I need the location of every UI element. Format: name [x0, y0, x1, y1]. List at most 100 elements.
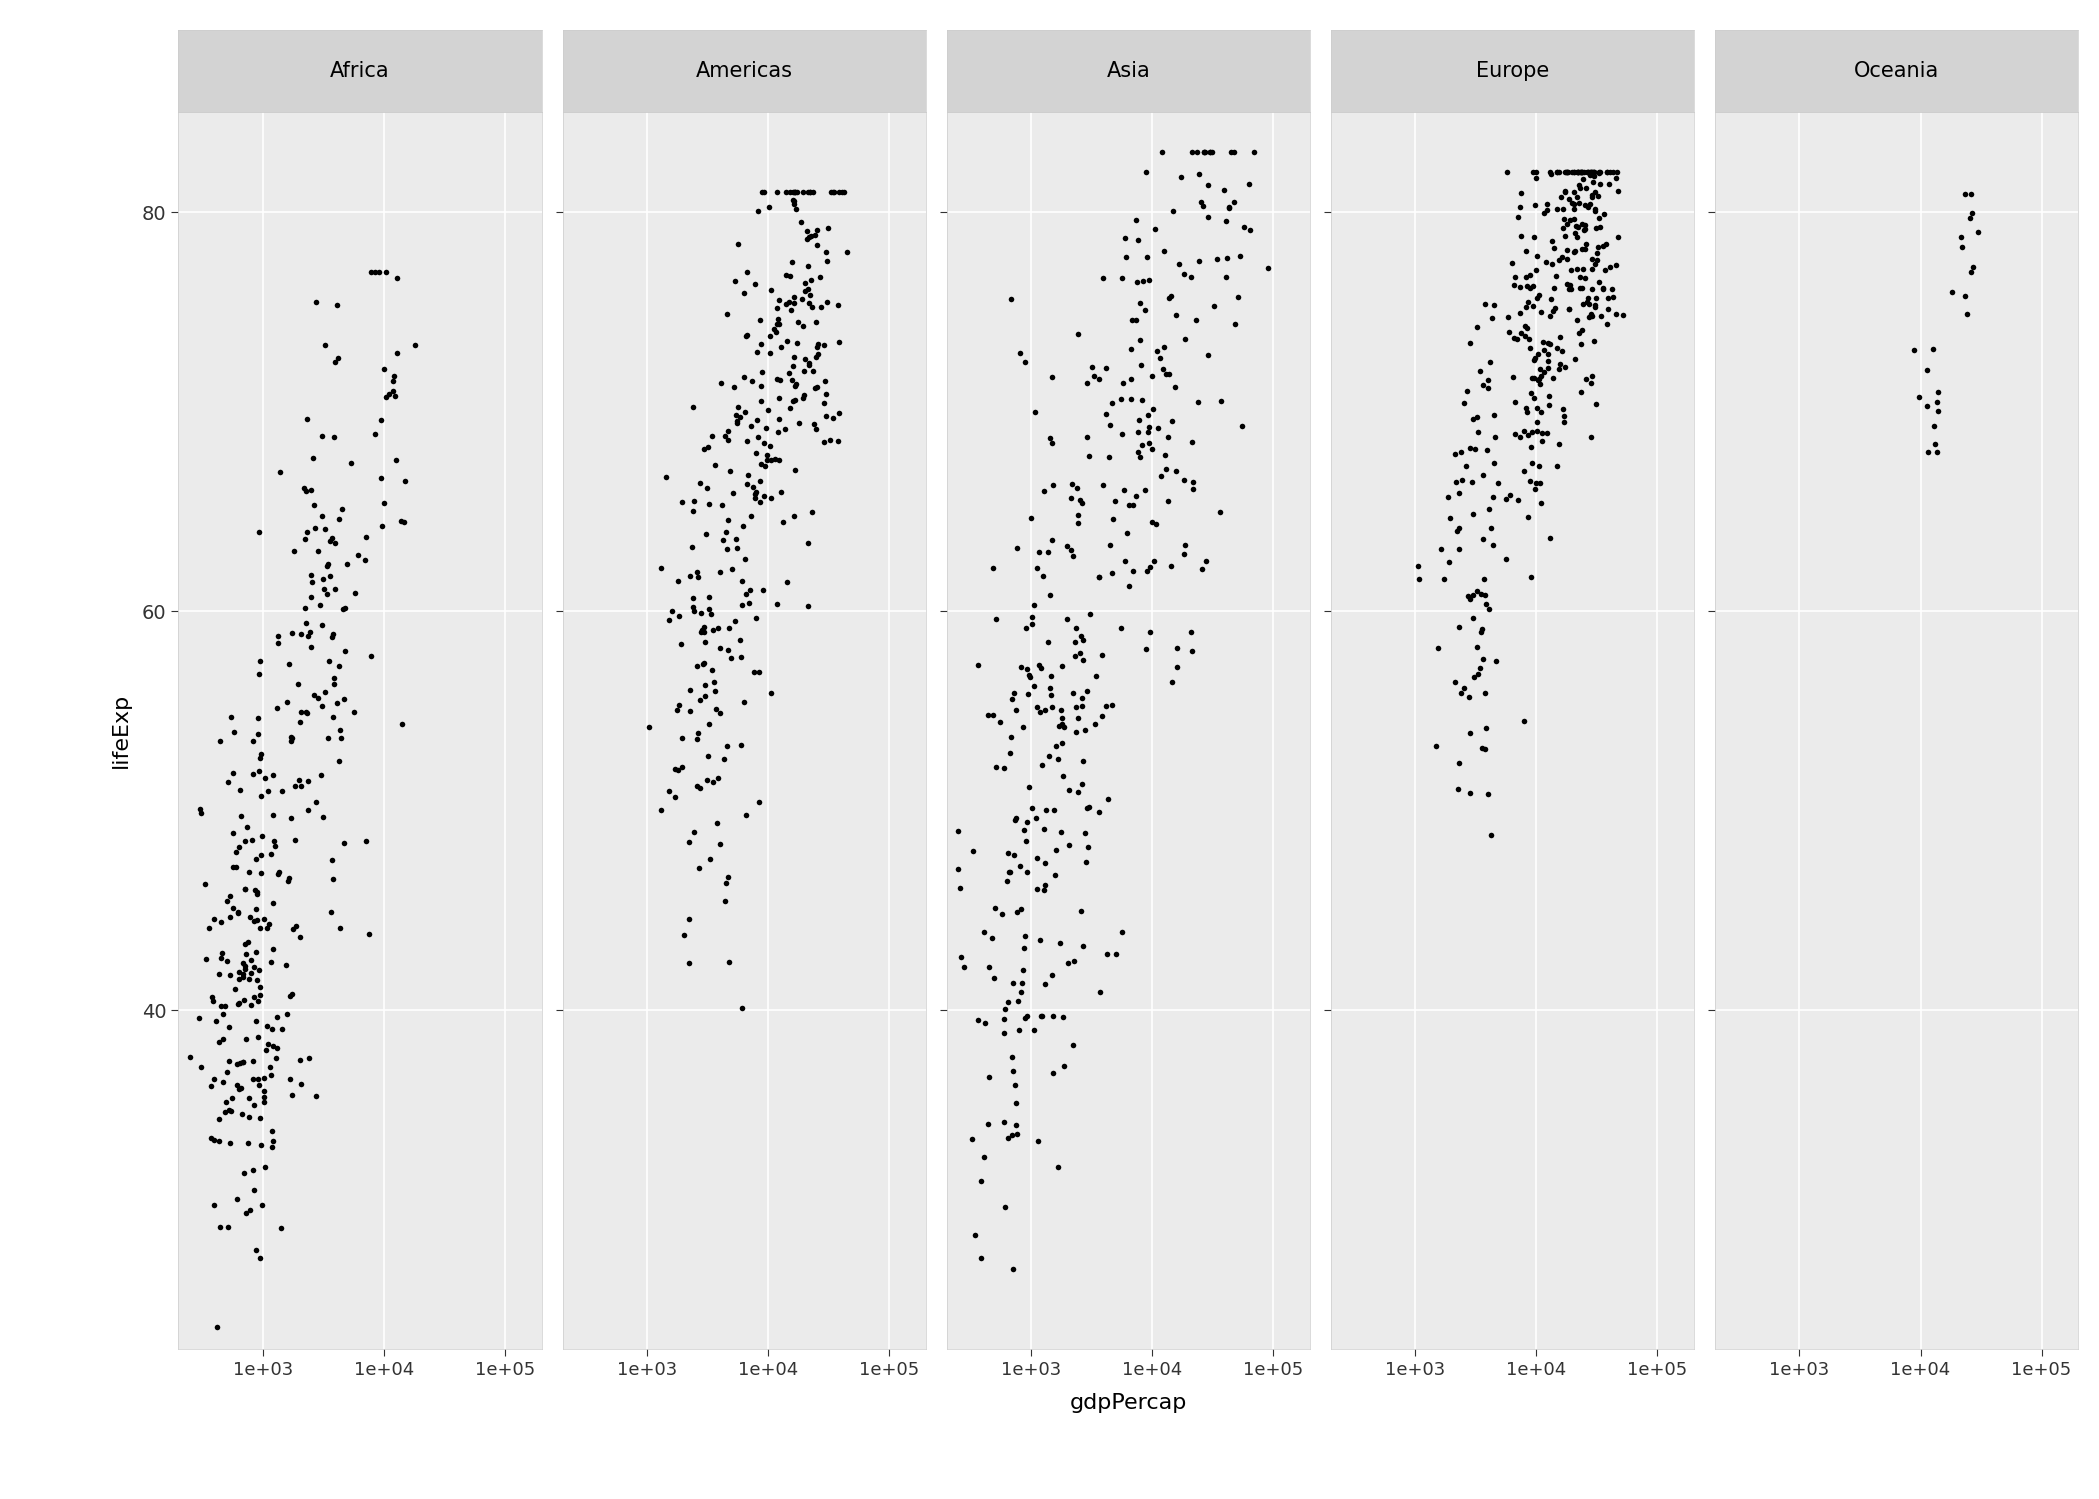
- Point: [304, 694, 338, 718]
- Point: [1568, 193, 1602, 217]
- Point: [688, 615, 722, 639]
- Point: [222, 1051, 256, 1075]
- Point: [1008, 817, 1041, 841]
- Point: [1217, 141, 1251, 165]
- Point: [976, 703, 1010, 727]
- Point: [1459, 438, 1492, 462]
- Point: [989, 1111, 1022, 1135]
- Point: [1022, 652, 1056, 676]
- Point: [275, 727, 309, 751]
- Point: [821, 294, 854, 318]
- Point: [222, 778, 256, 802]
- Point: [1008, 935, 1041, 959]
- Point: [1129, 637, 1163, 661]
- Point: [1511, 423, 1545, 447]
- Point: [772, 361, 806, 385]
- Point: [264, 779, 298, 803]
- Point: [1161, 636, 1194, 660]
- Point: [1574, 192, 1608, 216]
- Point: [1944, 225, 1977, 249]
- Point: [1490, 487, 1524, 511]
- Point: [1564, 160, 1597, 184]
- Point: [243, 747, 277, 770]
- Point: [1010, 809, 1043, 833]
- Point: [1094, 532, 1127, 556]
- Point: [1916, 414, 1950, 438]
- Point: [1079, 664, 1112, 688]
- Point: [189, 872, 222, 896]
- Point: [319, 577, 353, 601]
- Point: [791, 594, 825, 618]
- Point: [1536, 237, 1570, 261]
- Point: [714, 646, 747, 670]
- Point: [1421, 636, 1455, 660]
- Point: [1574, 247, 1608, 271]
- Point: [680, 654, 714, 678]
- Point: [241, 663, 275, 687]
- Point: [999, 699, 1033, 723]
- Point: [800, 375, 833, 399]
- Point: [789, 219, 823, 243]
- Point: [1583, 160, 1616, 184]
- Point: [1010, 829, 1043, 853]
- Point: [292, 1046, 325, 1070]
- Point: [1136, 436, 1169, 460]
- Point: [1562, 321, 1595, 345]
- Point: [1539, 295, 1572, 319]
- Point: [653, 778, 686, 802]
- Point: [1555, 258, 1589, 282]
- Point: [684, 618, 718, 642]
- Point: [980, 607, 1014, 631]
- Point: [256, 890, 290, 914]
- Point: [290, 520, 323, 544]
- Point: [1572, 160, 1606, 184]
- Point: [701, 811, 735, 835]
- Point: [676, 595, 709, 619]
- Point: [1442, 516, 1476, 540]
- Point: [1553, 277, 1587, 301]
- Point: [1591, 312, 1625, 336]
- Point: [1509, 313, 1543, 337]
- Point: [1509, 324, 1543, 348]
- Point: [319, 531, 353, 555]
- Point: [1572, 160, 1606, 184]
- Point: [1064, 687, 1098, 711]
- Point: [1432, 550, 1465, 574]
- Point: [1026, 878, 1060, 902]
- Point: [1438, 670, 1471, 694]
- Point: [235, 1049, 269, 1073]
- Point: [716, 481, 749, 505]
- Point: [1557, 348, 1591, 372]
- Point: [317, 351, 351, 375]
- Point: [768, 417, 802, 441]
- Point: [210, 1060, 243, 1084]
- Point: [1583, 172, 1616, 196]
- Point: [1016, 796, 1050, 820]
- Point: [243, 983, 277, 1007]
- Point: [739, 480, 772, 504]
- Point: [317, 672, 351, 696]
- Point: [1547, 397, 1581, 421]
- Point: [810, 403, 844, 427]
- Point: [239, 847, 273, 871]
- Point: [214, 905, 248, 929]
- Point: [241, 706, 275, 730]
- Point: [1140, 339, 1173, 363]
- Point: [1144, 346, 1178, 370]
- Point: [1602, 225, 1635, 249]
- Point: [709, 537, 743, 561]
- Point: [808, 391, 842, 415]
- Point: [1513, 262, 1547, 286]
- Point: [1566, 160, 1599, 184]
- Point: [823, 330, 856, 354]
- Point: [311, 582, 344, 606]
- Point: [760, 180, 793, 204]
- Point: [1035, 364, 1068, 388]
- Point: [1047, 1054, 1081, 1078]
- Point: [1050, 534, 1083, 558]
- Point: [1041, 1156, 1075, 1180]
- Point: [254, 1055, 288, 1079]
- Point: [1522, 367, 1555, 391]
- Point: [1169, 534, 1203, 558]
- Point: [779, 373, 812, 397]
